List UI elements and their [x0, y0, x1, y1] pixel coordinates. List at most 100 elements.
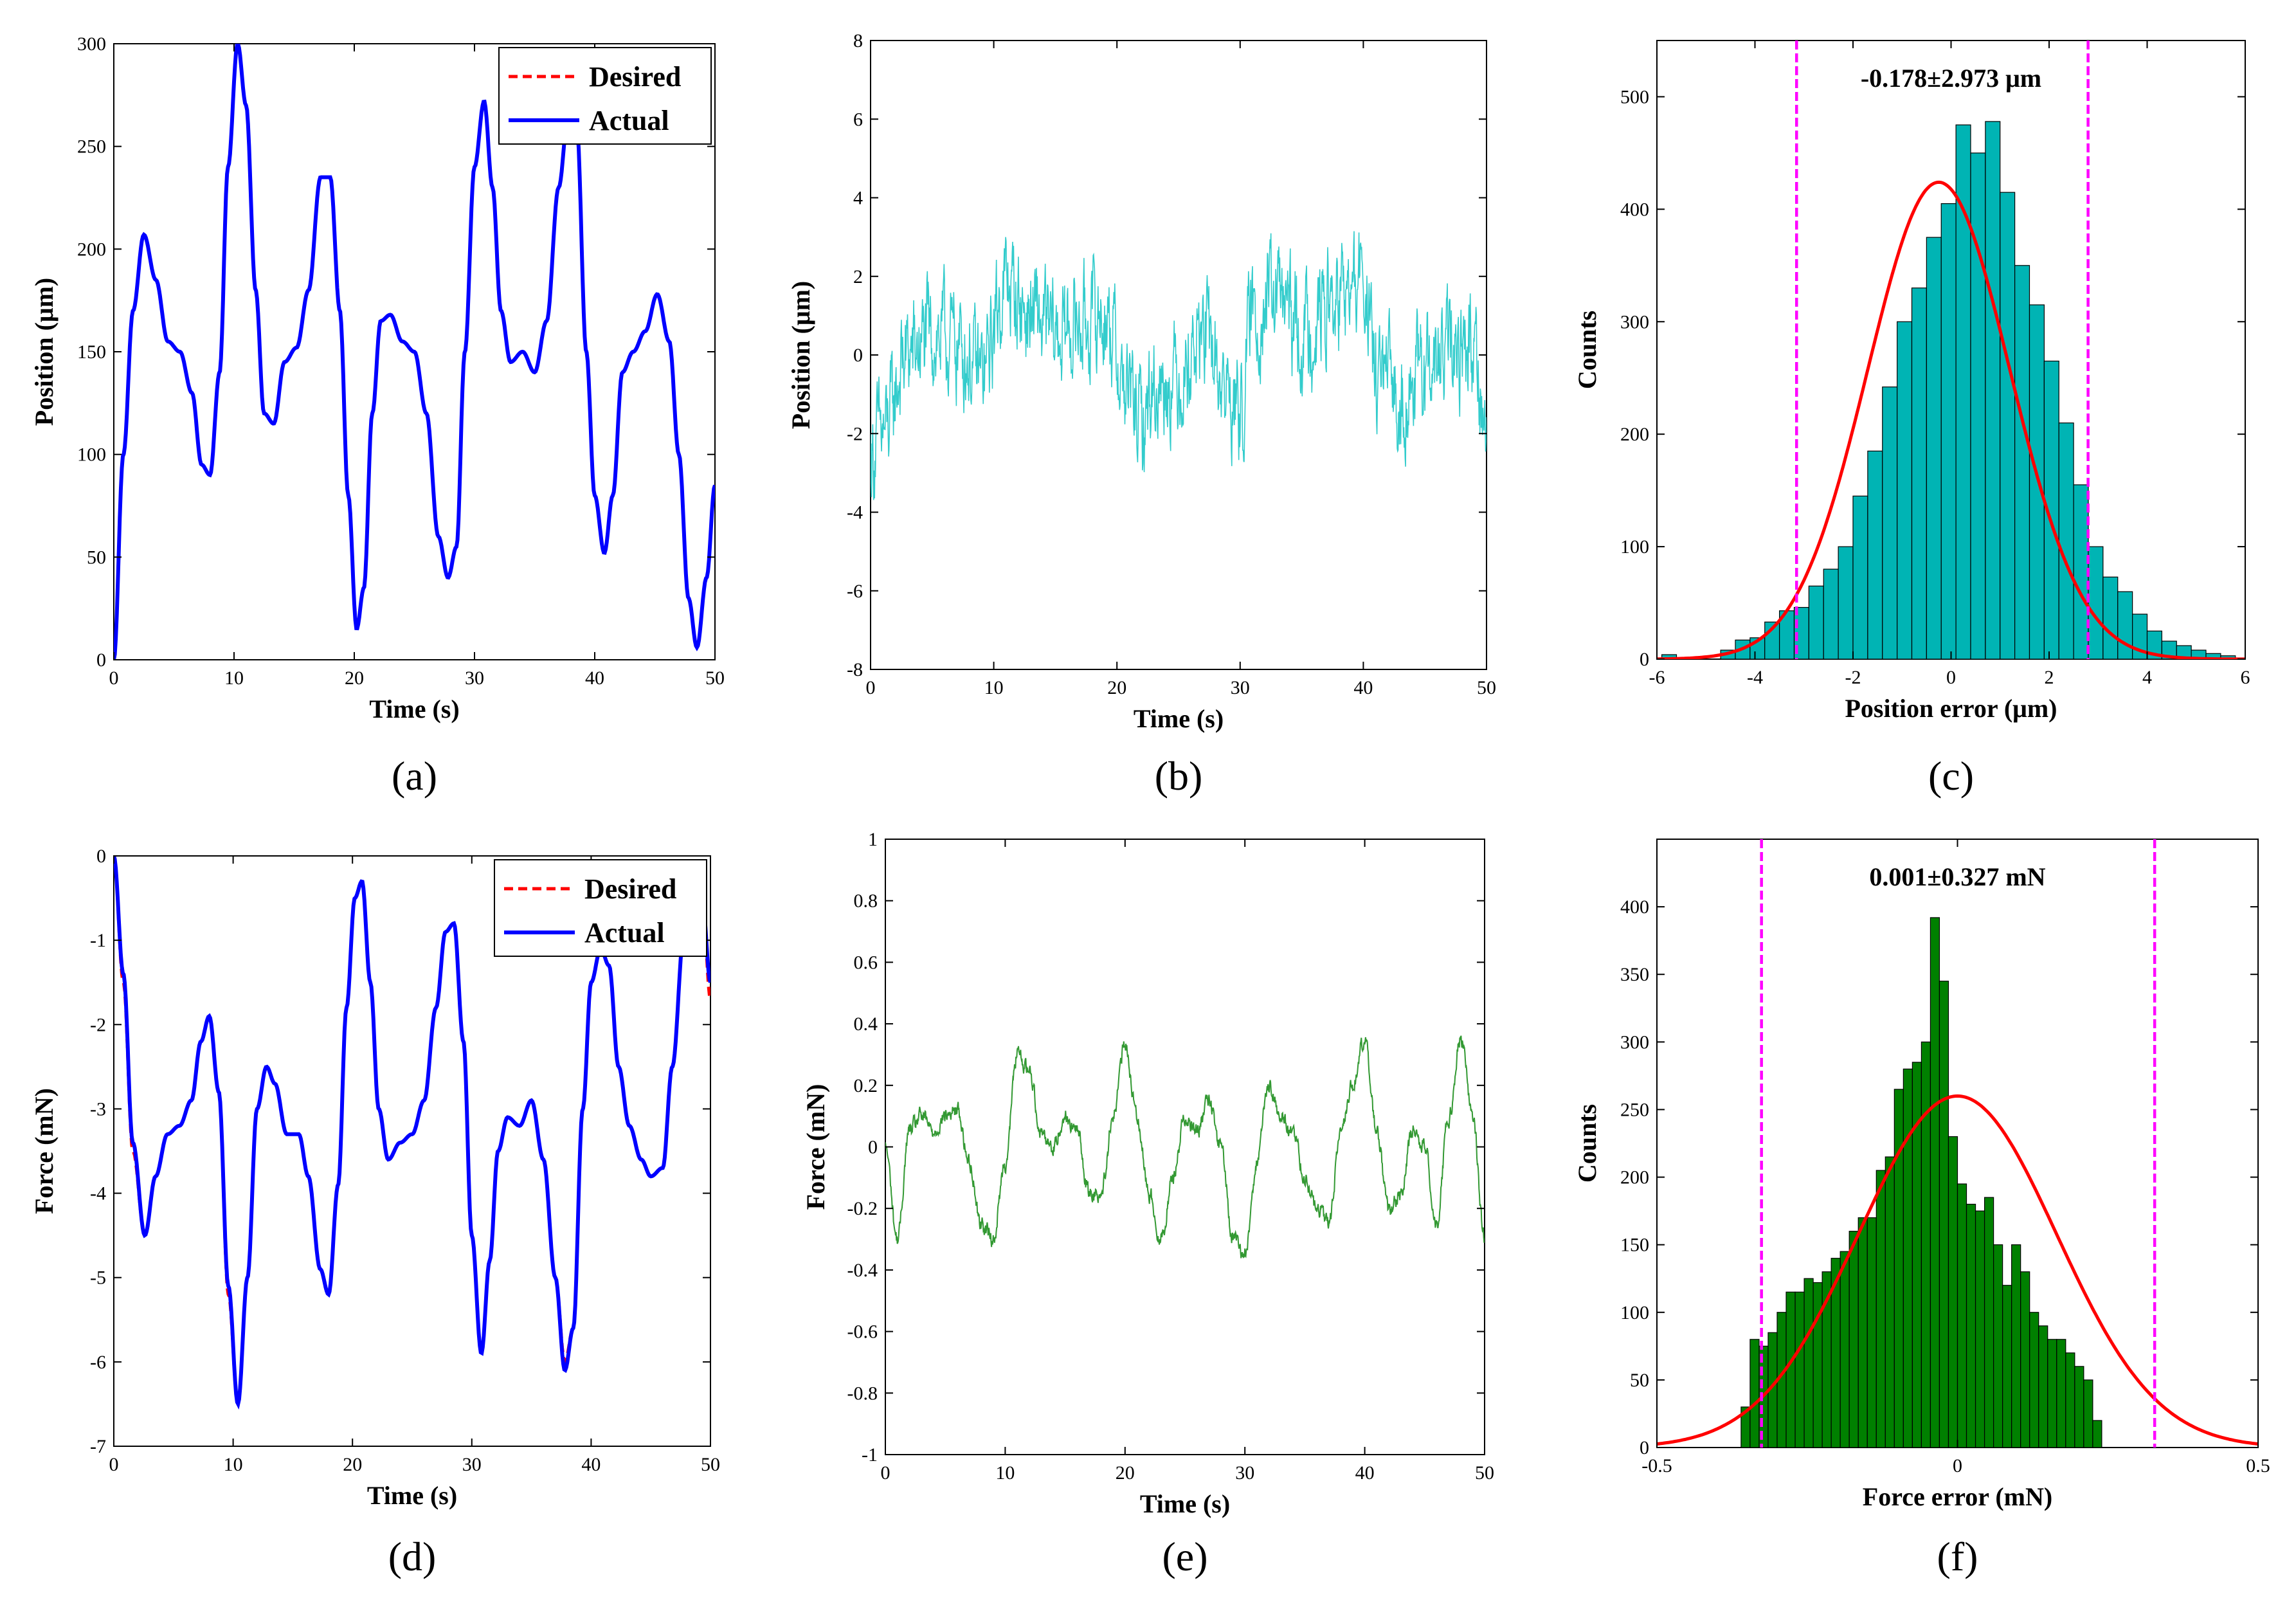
histogram-bar: [2056, 1339, 2066, 1448]
histogram-bar: [1838, 546, 1854, 659]
y-tick-label: 50: [1630, 1370, 1649, 1391]
histogram-bar: [1903, 1068, 1913, 1448]
histogram-bar: [2092, 1420, 2102, 1448]
x-tick-label: 50: [1475, 1462, 1494, 1484]
y-tick-label: -1: [90, 930, 106, 951]
histogram-bar: [2065, 1352, 2075, 1448]
stats-annotation: -0.178±2.973 μm: [1861, 64, 2041, 93]
y-tick-label: 0: [1640, 649, 1649, 670]
y-tick-label: 150: [1620, 1235, 1649, 1256]
histogram-bar: [1661, 654, 1677, 659]
y-tick-label: -6: [90, 1352, 106, 1373]
histogram-bar: [2088, 546, 2104, 659]
y-axis-label: Position (μm): [30, 278, 59, 426]
x-tick-label: 40: [1353, 677, 1373, 698]
panel-caption: (c): [1928, 753, 1974, 799]
histogram-bar: [1840, 1251, 1850, 1448]
y-tick-label: 1: [868, 829, 878, 850]
y-tick-label: 100: [1620, 536, 1649, 558]
histogram-bar: [2073, 484, 2089, 659]
legend-box: [498, 47, 712, 145]
x-tick-label: 20: [1107, 677, 1126, 698]
x-tick-label: 40: [1355, 1462, 1375, 1484]
x-tick-label: 0.5: [2246, 1455, 2270, 1476]
y-tick-label: 200: [77, 239, 106, 260]
x-tick-label: 50: [705, 667, 725, 689]
histogram-bar: [1948, 1136, 1958, 1448]
y-tick-label: 0.6: [854, 952, 878, 973]
histogram-bar: [1957, 1183, 1967, 1448]
histogram-bar: [1867, 1217, 1877, 1448]
histogram-bar: [2102, 576, 2119, 659]
y-tick-label: -8: [847, 659, 863, 680]
y-tick-label: -3: [90, 1098, 106, 1120]
histogram-bar: [1975, 1210, 1985, 1448]
x-axis-label: Time (s): [1140, 1489, 1230, 1518]
histogram-bar: [1993, 1244, 2003, 1448]
y-tick-label: 50: [87, 547, 106, 568]
plot-content: [114, 856, 710, 1410]
plot-area: [870, 40, 1487, 670]
y-tick-label: 200: [1620, 1167, 1649, 1188]
plot-content: [1657, 41, 2245, 659]
histogram-bar: [1970, 152, 1986, 659]
x-tick-label: 30: [1231, 677, 1250, 698]
plot-content: [114, 44, 715, 660]
y-tick-label: 0.8: [854, 891, 878, 912]
histogram-bar: [1894, 1089, 1904, 1448]
y-tick-label: -0.4: [847, 1260, 878, 1281]
y-tick-label: -0.8: [847, 1383, 878, 1404]
histogram-bar: [2117, 591, 2133, 659]
x-tick-label: -6: [1649, 667, 1665, 688]
histogram-bar: [1921, 1041, 1931, 1448]
y-tick-label: 0: [853, 345, 863, 366]
histogram-bar: [2002, 1285, 2012, 1448]
y-tick-label: 250: [77, 136, 106, 158]
histogram-bar: [1808, 585, 1824, 659]
y-tick-label: 300: [77, 33, 106, 55]
x-tick-label: 20: [1116, 1462, 1135, 1484]
histogram-bar: [2058, 422, 2074, 659]
plot-content: [871, 231, 1487, 500]
x-tick-label: 4: [2142, 667, 2152, 688]
x-tick-label: 0: [866, 677, 876, 698]
x-tick-label: 20: [345, 667, 364, 689]
y-tick-label: 300: [1620, 1031, 1649, 1053]
histogram-bar: [2047, 1339, 2057, 1448]
panel-a: 0 10 20 30 40 50 0 50 100 150 200 250 300 Time (s) Pos…: [30, 33, 725, 799]
x-tick-label: 50: [1477, 677, 1496, 698]
y-axis-label: Counts: [1573, 311, 1602, 389]
plot-area: [885, 839, 1485, 1455]
series-line: [871, 231, 1487, 500]
legend-label: Actual: [589, 105, 669, 136]
x-tick-label: 0: [1946, 667, 1956, 688]
histogram-bar: [1823, 568, 1839, 659]
histogram-bar: [2014, 265, 2030, 659]
histogram-bar: [1852, 495, 1868, 659]
histogram-bar: [1940, 203, 1957, 659]
series-line: [885, 1035, 1485, 1258]
y-tick-label: 0: [96, 846, 106, 867]
x-axis-label: Force error (mN): [1863, 1482, 2052, 1511]
y-tick-label: 6: [853, 109, 863, 130]
y-tick-label: 500: [1620, 86, 1649, 107]
x-tick-label: 10: [224, 667, 244, 689]
x-tick-label: -4: [1747, 667, 1763, 688]
y-tick-label: -5: [90, 1267, 106, 1289]
histogram-bar: [1955, 124, 1971, 659]
histogram-bar: [2074, 1366, 2084, 1448]
histogram-bar: [2083, 1379, 2093, 1448]
y-tick-label: -7: [90, 1436, 106, 1457]
panel-caption: (a): [392, 753, 437, 799]
histogram-bar: [1794, 1291, 1805, 1448]
legend: Desired Actual: [498, 47, 712, 145]
y-tick-label: -4: [90, 1183, 106, 1204]
fit-curve: [1657, 1094, 2258, 1446]
panel-caption: (d): [388, 1534, 437, 1579]
plot-content: [1657, 839, 2258, 1448]
x-tick-label: 30: [465, 667, 484, 689]
x-tick-label: 0: [1953, 1455, 1962, 1476]
x-axis-label: Time (s): [367, 1481, 457, 1510]
y-tick-label: 400: [1620, 896, 1649, 918]
x-tick-label: 30: [462, 1454, 482, 1475]
